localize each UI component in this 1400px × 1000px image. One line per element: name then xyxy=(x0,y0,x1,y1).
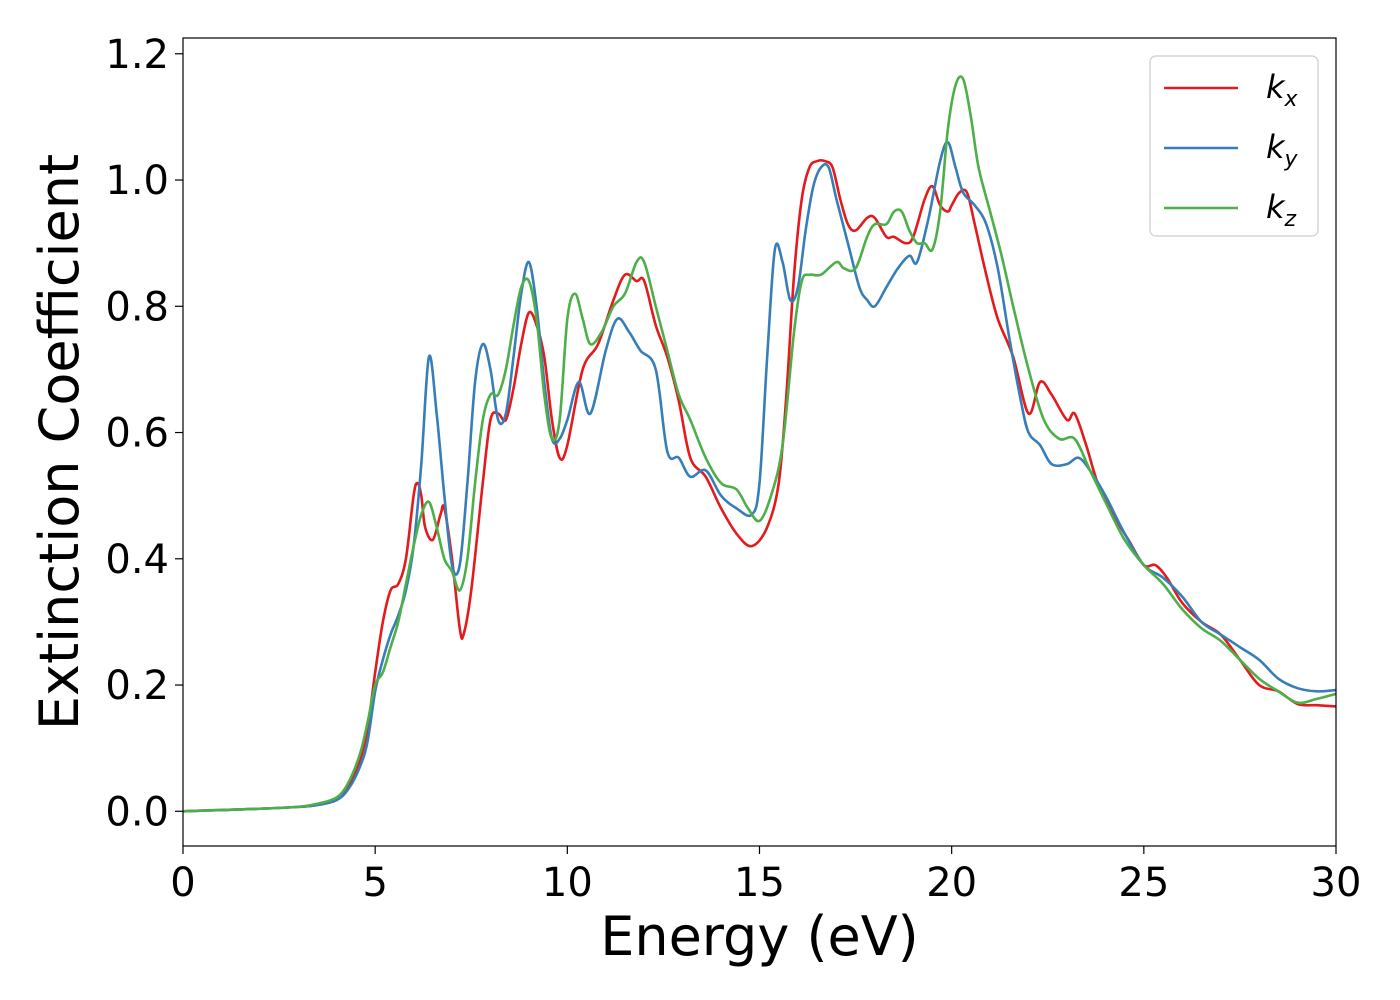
y-tick-label: 0.2 xyxy=(105,663,169,709)
x-axis-title: Energy (eV) xyxy=(600,905,919,968)
y-axis-title: Extinction Coefficient xyxy=(28,154,91,730)
legend-box xyxy=(1149,55,1319,237)
y-tick-label: 0.6 xyxy=(105,411,169,457)
x-tick-label: 20 xyxy=(926,860,977,906)
legend-label-x: kx xyxy=(1266,68,1299,112)
series-line-x xyxy=(183,159,1336,813)
legend-label-y: ky xyxy=(1266,128,1299,172)
series-line-z xyxy=(183,75,1336,813)
y-tick-label: 1.2 xyxy=(105,32,169,78)
legend-label-z: kz xyxy=(1266,188,1297,232)
x-tick-label: 10 xyxy=(542,860,593,906)
y-tick-label: 0.4 xyxy=(105,537,169,583)
legend: kx ky kz xyxy=(1149,55,1319,237)
series-line-y xyxy=(183,140,1336,813)
y-tick-label: 1.0 xyxy=(105,158,169,204)
x-tick-label: 0 xyxy=(170,860,195,906)
y-tick-label: 0.0 xyxy=(105,789,169,835)
x-tick-label: 15 xyxy=(734,860,785,906)
series-layer xyxy=(183,75,1336,813)
y-axis-ticks: 0.0 0.2 0.4 0.6 0.8 1.0 1.2 xyxy=(105,32,183,835)
x-tick-label: 25 xyxy=(1118,860,1169,906)
x-tick-label: 30 xyxy=(1311,860,1362,906)
y-tick-label: 0.8 xyxy=(105,284,169,330)
x-axis-ticks: 0 5 10 15 20 25 30 xyxy=(170,846,1361,906)
x-tick-label: 5 xyxy=(362,860,387,906)
